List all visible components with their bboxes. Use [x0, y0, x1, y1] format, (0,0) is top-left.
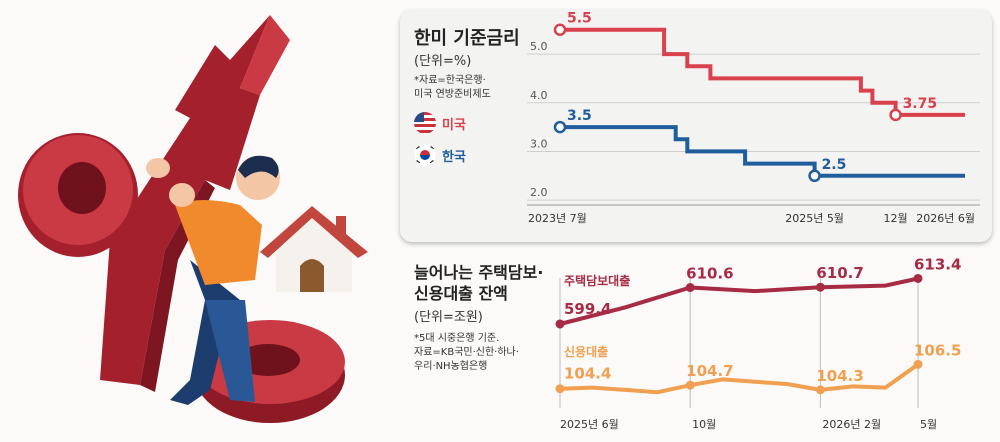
mortgage-loan-line [559, 276, 919, 326]
loan-point-marker [685, 380, 695, 390]
us-rate-line [560, 27, 965, 117]
percent-circle-top-icon [18, 133, 138, 257]
rate-data-label: 2.5 [822, 157, 847, 173]
legend-kr-label: 한국 [442, 149, 466, 165]
loan-chart-source-note: *5대 시중은행 기준. 자료=KB국민·신한·하나· 우리·NH농협은행 [414, 333, 519, 372]
loan-chart-unit: (단위=조원) [414, 310, 483, 325]
person-icon [146, 155, 280, 405]
us-flag-icon [414, 112, 436, 134]
loan-chart-title-line1: 늘어나는 주택담보· [414, 263, 544, 282]
loan-data-label: 610.7 [816, 264, 863, 282]
rate-y-tick-label: 3.0 [530, 137, 548, 150]
loan-data-label: 610.6 [686, 265, 733, 283]
loan-data-label: 613.4 [914, 255, 961, 273]
loan-point-marker [555, 319, 565, 329]
rate-data-label: 3.75 [903, 96, 938, 112]
illustration [18, 15, 368, 423]
rate-y-tick-label: 2.0 [530, 186, 548, 199]
legend-kr: 한국 [414, 144, 466, 166]
rate-x-tick-label: 2023년 7월 [528, 212, 587, 225]
rate-y-tick-label: 5.0 [530, 40, 548, 53]
credit-loan-line [559, 362, 920, 395]
loan-data-label: 104.4 [564, 365, 611, 383]
rate-chart-source-note: *자료=한국은행· 미국 연방준비제도 [414, 75, 491, 100]
loan-data-label: 104.7 [686, 362, 733, 380]
rate-x-tick-label: 2026년 6월 [916, 212, 975, 225]
rate-data-label: 5.5 [567, 11, 592, 27]
rate-data-label: 3.5 [567, 108, 592, 124]
loan-point-marker [913, 273, 923, 283]
legend-us: 미국 [414, 112, 466, 134]
loan-x-tick-label: 10월 [692, 418, 716, 431]
rate-chart-title: 한미 기준금리 [414, 28, 520, 49]
rate-x-tick-label: 12월 [884, 212, 908, 225]
rate-chart-panel [400, 10, 992, 242]
loan-point-marker [685, 283, 695, 293]
loan-chart-title: 늘어나는 주택담보· 신용대출 잔액 [414, 262, 543, 304]
rate-point-marker [553, 23, 567, 36]
loan-point-marker [815, 385, 825, 395]
loan-point-marker [555, 384, 565, 394]
rate-point-marker [889, 108, 902, 122]
loan-point-marker [913, 359, 923, 369]
loan-point-marker [815, 282, 825, 292]
loan-x-tick-label: 5월 [920, 418, 937, 431]
rate-y-tick-label: 4.0 [530, 89, 548, 102]
rate-chart-unit: (단위=%) [414, 54, 472, 69]
mortgage-series-label: 주택담보대출 [564, 273, 630, 288]
loan-x-tick-label: 2026년 2월 [822, 418, 881, 431]
rate-point-marker [553, 120, 567, 134]
rate-point-marker [808, 169, 821, 183]
korea-flag-icon [414, 144, 436, 166]
loan-data-label: 599.4 [564, 300, 611, 318]
house-icon [260, 206, 368, 292]
loan-data-label: 106.5 [914, 341, 961, 359]
loan-chart-title-line2: 신용대출 잔액 [414, 284, 508, 303]
legend-us-label: 미국 [442, 117, 466, 133]
rate-x-tick-label: 2025년 5월 [785, 212, 844, 225]
loan-data-label: 104.3 [816, 367, 863, 385]
credit-series-label: 신용대출 [564, 344, 608, 359]
loan-x-tick-label: 2025년 6월 [560, 418, 619, 431]
